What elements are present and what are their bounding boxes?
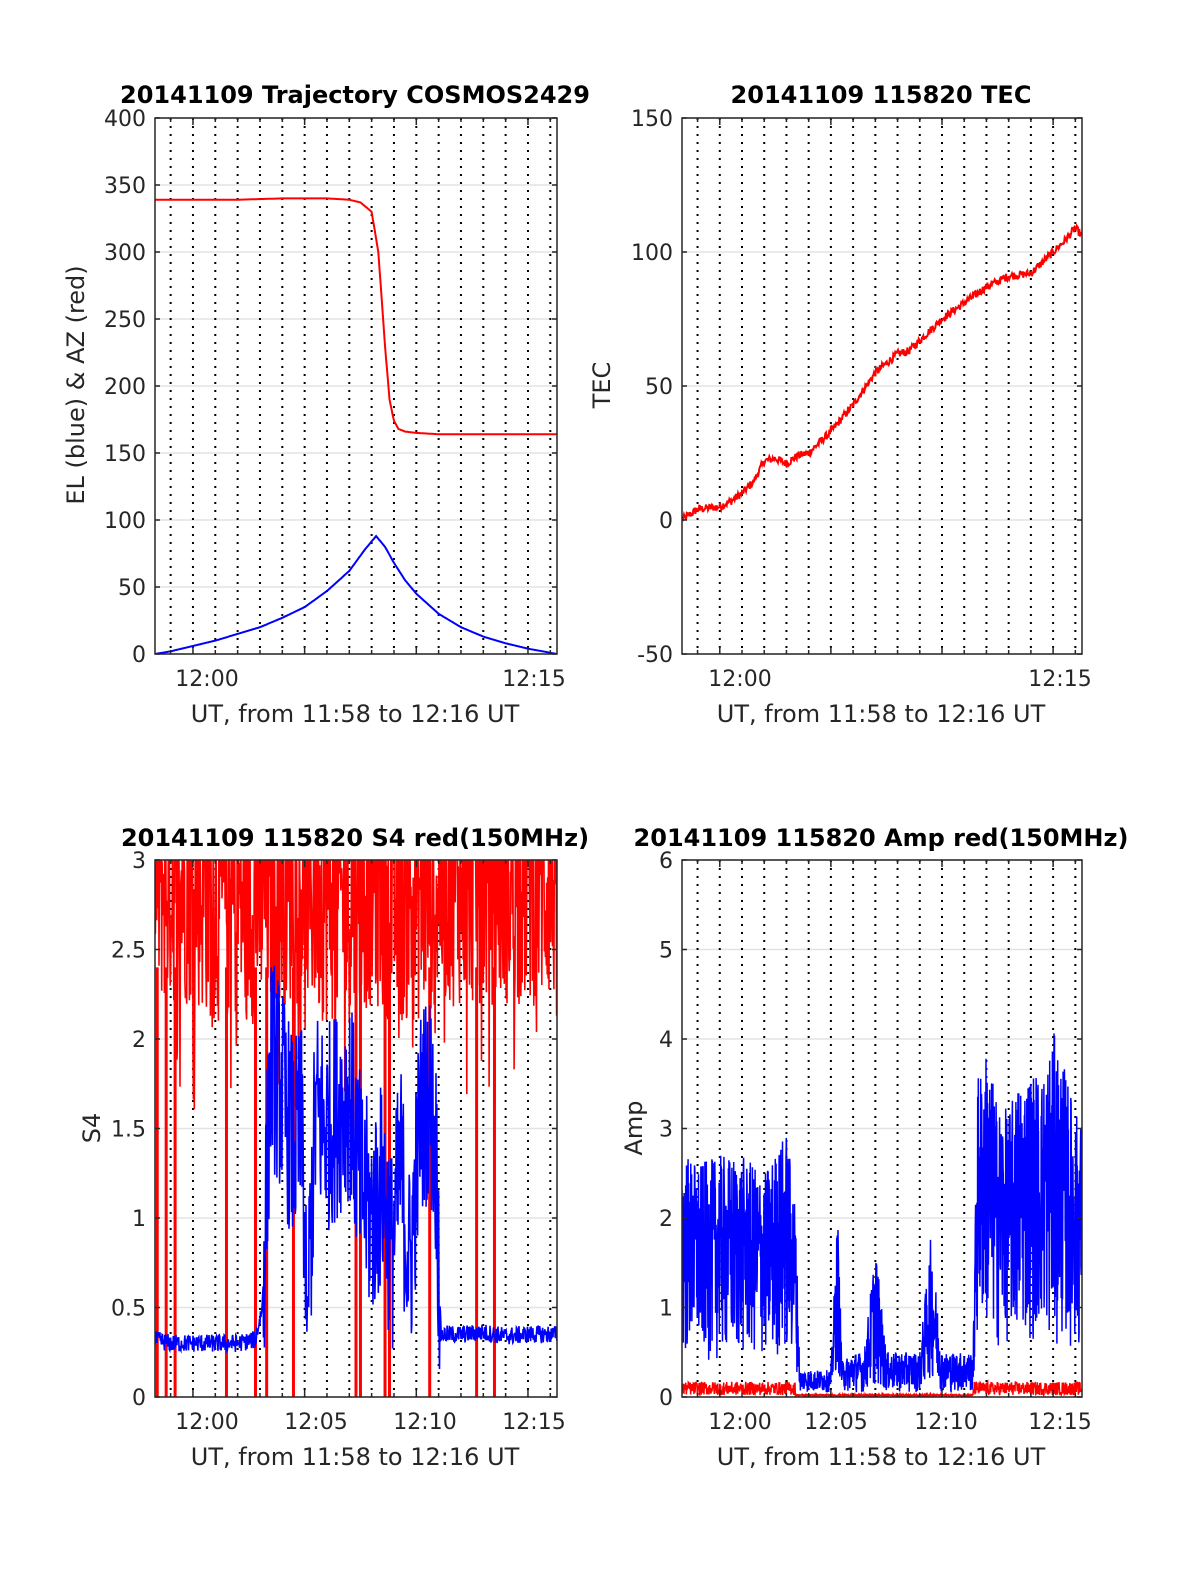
panel-s4: 20141109 115820 S4 red(150MHz) UT, from …: [78, 824, 589, 1471]
xlabel-tec: UT, from 11:58 to 12:16 UT: [717, 700, 1046, 728]
ylabel-amp: Amp: [620, 1100, 648, 1155]
ytick-label: 0: [659, 1386, 673, 1411]
ytick-label: 2: [659, 1207, 673, 1232]
ytick-label: 150: [631, 107, 673, 132]
series-line-1: [155, 534, 557, 654]
xtick-label: 12:00: [708, 1410, 771, 1435]
ytick-label: 0: [132, 643, 146, 668]
xtick-label: 12:15: [502, 1410, 565, 1435]
xtick-label: 12:10: [914, 1410, 977, 1435]
series-line-0: [682, 223, 1082, 522]
ytick-label: 4: [659, 1028, 673, 1053]
xtick-label: 12:00: [708, 667, 771, 692]
ytick-label: 1.5: [111, 1118, 146, 1143]
xlabel-amp: UT, from 11:58 to 12:16 UT: [717, 1443, 1046, 1471]
ytick-label: 1: [659, 1297, 673, 1322]
series-line-0: [155, 197, 557, 436]
ytick-label: 2.5: [111, 939, 146, 964]
ytick-label: 250: [104, 308, 146, 333]
xtick-label: 12:10: [393, 1410, 456, 1435]
ylabel-trajectory: EL (blue) & AZ (red): [62, 265, 90, 504]
panel-trajectory: 20141109 Trajectory COSMOS2429 UT, from …: [62, 81, 590, 728]
series-line-s4-red: [155, 860, 557, 1110]
ylabel-s4: S4: [78, 1113, 106, 1144]
title-s4: 20141109 115820 S4 red(150MHz): [121, 824, 589, 852]
ytick-label: 3: [132, 849, 146, 874]
xlabel-s4: UT, from 11:58 to 12:16 UT: [191, 1443, 520, 1471]
panel-amp: 20141109 115820 Amp red(150MHz) UT, from…: [620, 824, 1128, 1471]
xtick-label: 12:00: [175, 1410, 238, 1435]
series-line-amp-blue: [682, 1033, 1082, 1393]
ytick-label: 300: [104, 241, 146, 266]
xtick-label: 12:05: [804, 1410, 867, 1435]
plot-series-group: [155, 860, 557, 1397]
xlabel-trajectory: UT, from 11:58 to 12:16 UT: [191, 700, 520, 728]
ytick-label: 200: [104, 375, 146, 400]
ytick-label: -50: [637, 643, 673, 668]
plot-series-group: [155, 197, 557, 654]
series-line-s4-blue: [155, 965, 557, 1370]
title-tec: 20141109 115820 TEC: [731, 81, 1032, 109]
ytick-label: 50: [645, 375, 673, 400]
xtick-label: 12:00: [175, 667, 238, 692]
ytick-label: 100: [104, 509, 146, 534]
panel-tec: 20141109 115820 TEC UT, from 11:58 to 12…: [588, 81, 1092, 728]
ytick-label: 150: [104, 442, 146, 467]
ytick-label: 350: [104, 174, 146, 199]
ytick-label: 2: [132, 1028, 146, 1053]
ytick-label: 400: [104, 107, 146, 132]
xtick-label: 12:15: [1028, 667, 1091, 692]
plot-series-group: [682, 223, 1082, 522]
title-amp: 20141109 115820 Amp red(150MHz): [634, 824, 1129, 852]
ytick-label: 0.5: [111, 1297, 146, 1322]
ytick-label: 0: [132, 1386, 146, 1411]
xtick-label: 12:15: [502, 667, 565, 692]
plot-series-group: [682, 1033, 1082, 1397]
series-line-amp-red: [682, 1379, 1082, 1397]
ytick-label: 3: [659, 1118, 673, 1143]
ylabel-tec: TEC: [588, 362, 616, 410]
ytick-label: 1: [132, 1207, 146, 1232]
ytick-label: 5: [659, 939, 673, 964]
xtick-label: 12:15: [1028, 1410, 1091, 1435]
ytick-label: 0: [659, 509, 673, 534]
ytick-label: 6: [659, 849, 673, 874]
xtick-label: 12:05: [284, 1410, 347, 1435]
ytick-label: 50: [118, 576, 146, 601]
ytick-label: 100: [631, 241, 673, 266]
title-trajectory: 20141109 Trajectory COSMOS2429: [120, 81, 590, 109]
